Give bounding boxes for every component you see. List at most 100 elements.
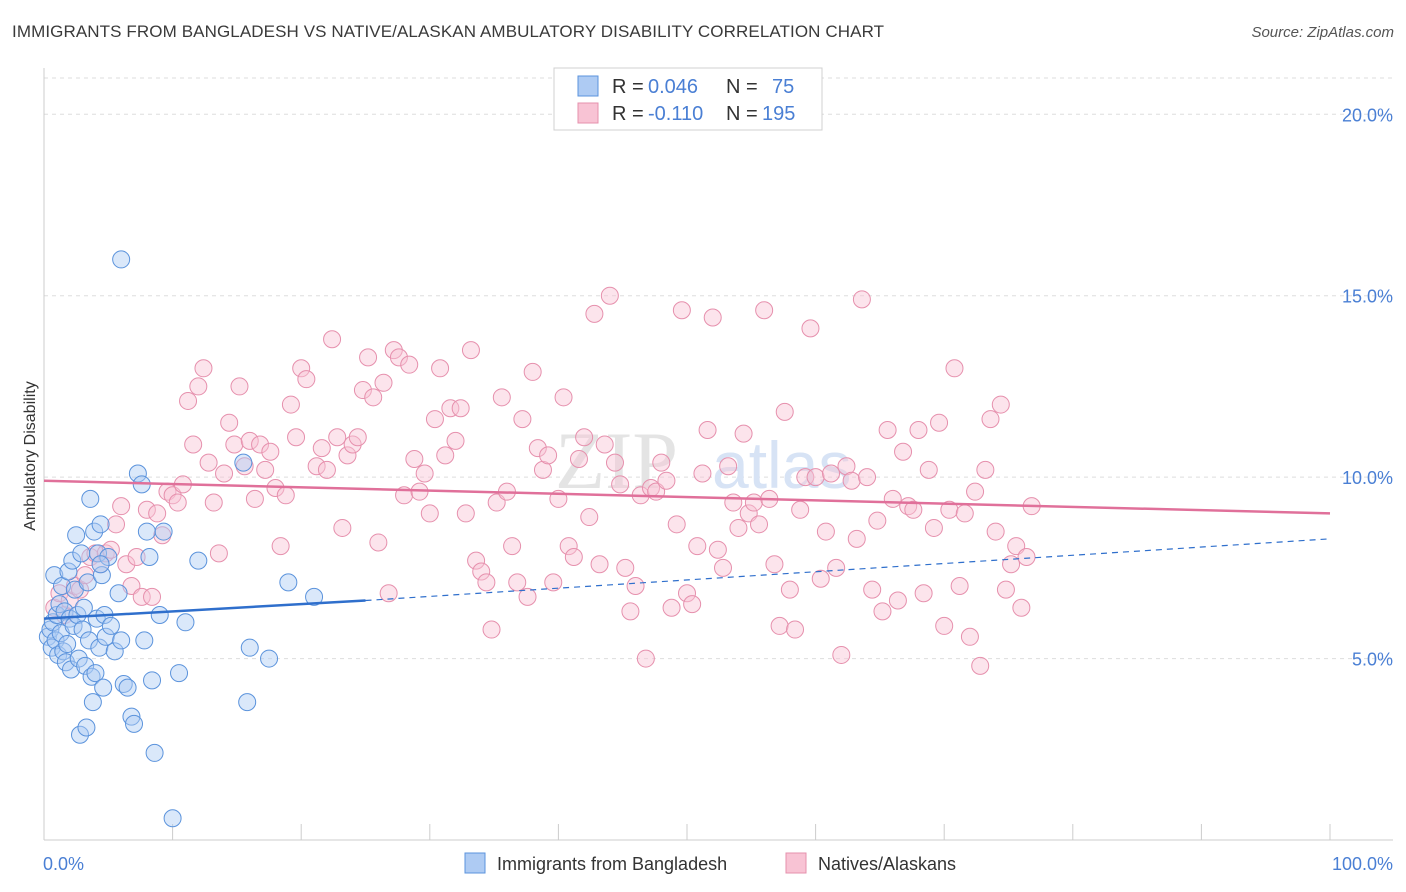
trend-lines — [43, 479, 1331, 620]
legend-swatch-natives — [785, 852, 807, 874]
natives-point — [940, 500, 959, 519]
natives-point — [888, 591, 907, 610]
natives-point — [811, 569, 830, 588]
bangladesh-trend-extension — [365, 538, 1331, 602]
x-tick-label-min: 0.0% — [43, 854, 84, 874]
natives-point — [1012, 598, 1031, 617]
natives-point — [796, 468, 815, 487]
natives-point — [127, 547, 146, 566]
bangladesh-point — [238, 693, 257, 712]
natives-point — [45, 598, 64, 617]
natives-point — [107, 515, 126, 534]
natives-point — [323, 330, 342, 349]
natives-point — [863, 580, 882, 599]
natives-point — [364, 388, 383, 407]
natives-point — [168, 493, 187, 512]
natives-point — [708, 540, 727, 559]
natives-point — [317, 460, 336, 479]
natives-point — [991, 395, 1010, 414]
bangladesh-point — [96, 627, 115, 646]
bangladesh-point — [58, 635, 77, 654]
natives-point — [914, 584, 933, 603]
bangladesh-point — [91, 515, 110, 534]
bangladesh-point — [154, 522, 173, 541]
natives-point — [503, 537, 522, 556]
bangladesh-point — [137, 522, 156, 541]
natives-point — [719, 457, 738, 476]
natives-point — [405, 450, 424, 468]
bangladesh-point — [279, 573, 298, 592]
natives-point — [132, 587, 151, 606]
natives-point — [894, 442, 913, 461]
bangladesh-point — [176, 613, 195, 632]
natives-point — [703, 308, 722, 327]
natives-point — [184, 435, 203, 454]
natives-point — [919, 460, 938, 479]
natives-point — [575, 428, 594, 447]
bangladesh-point — [163, 809, 182, 828]
natives-point — [770, 616, 789, 635]
natives-point — [348, 428, 367, 447]
natives-point — [400, 355, 419, 374]
bangladesh-point — [67, 526, 86, 545]
natives-point — [765, 555, 784, 574]
natives-point — [261, 442, 280, 461]
natives-point — [271, 537, 290, 556]
natives-point — [616, 558, 635, 577]
natives-point — [924, 518, 943, 537]
natives-point — [935, 616, 954, 635]
natives-point — [986, 522, 1005, 541]
stats-n-value-1: 75 — [772, 76, 794, 98]
natives-point — [780, 580, 799, 599]
natives-point — [662, 598, 681, 617]
natives-point — [678, 584, 696, 603]
natives-point — [539, 446, 558, 465]
natives-point — [189, 377, 208, 396]
natives-point — [71, 580, 90, 599]
legend-swatch-bangladesh — [464, 852, 486, 874]
natives-point — [806, 468, 825, 487]
bangladesh-point — [73, 620, 92, 639]
bangladesh-point — [101, 616, 120, 635]
natives-point — [425, 410, 444, 429]
natives-point — [544, 573, 563, 592]
natives-point — [528, 439, 547, 458]
natives-point — [461, 341, 480, 360]
natives-point — [230, 377, 249, 396]
stats-swatch-pink — [577, 102, 599, 124]
stats-swatch-blue — [577, 75, 599, 97]
natives-point — [698, 420, 717, 439]
stats-r-value-1: 0.046 — [648, 76, 698, 98]
stats-box: R = 0.046 N = 75 R = -0.110 N = 195 — [553, 67, 823, 131]
natives-point — [415, 464, 434, 483]
natives-point — [976, 460, 995, 479]
natives-point — [883, 489, 902, 508]
bangladesh-point — [189, 551, 208, 570]
natives-point — [667, 515, 686, 534]
bangladesh-point — [78, 573, 97, 592]
bangladesh-point — [143, 671, 162, 690]
natives-point — [523, 362, 542, 381]
natives-point — [945, 359, 964, 378]
natives-point — [636, 649, 655, 668]
natives-point — [482, 620, 501, 639]
natives-point — [621, 602, 640, 621]
natives-point — [966, 482, 985, 501]
bangladesh-point — [86, 664, 105, 683]
natives-point — [873, 602, 892, 621]
stats-n-label-1: N = — [726, 76, 758, 98]
natives-point — [292, 359, 311, 378]
natives-point — [652, 453, 671, 472]
natives-point — [240, 431, 259, 450]
natives-point — [672, 301, 691, 320]
natives-point — [431, 359, 450, 378]
natives-point — [786, 620, 805, 639]
natives-point — [451, 399, 470, 418]
natives-point — [904, 500, 923, 519]
y-axis-label: Ambulatory Disability — [22, 381, 39, 530]
y-tick-label: 20.0% — [1342, 105, 1393, 125]
natives-point — [179, 391, 198, 410]
natives-point — [688, 537, 707, 556]
natives-alaskans-points — [45, 286, 1041, 675]
natives-point — [559, 537, 578, 556]
